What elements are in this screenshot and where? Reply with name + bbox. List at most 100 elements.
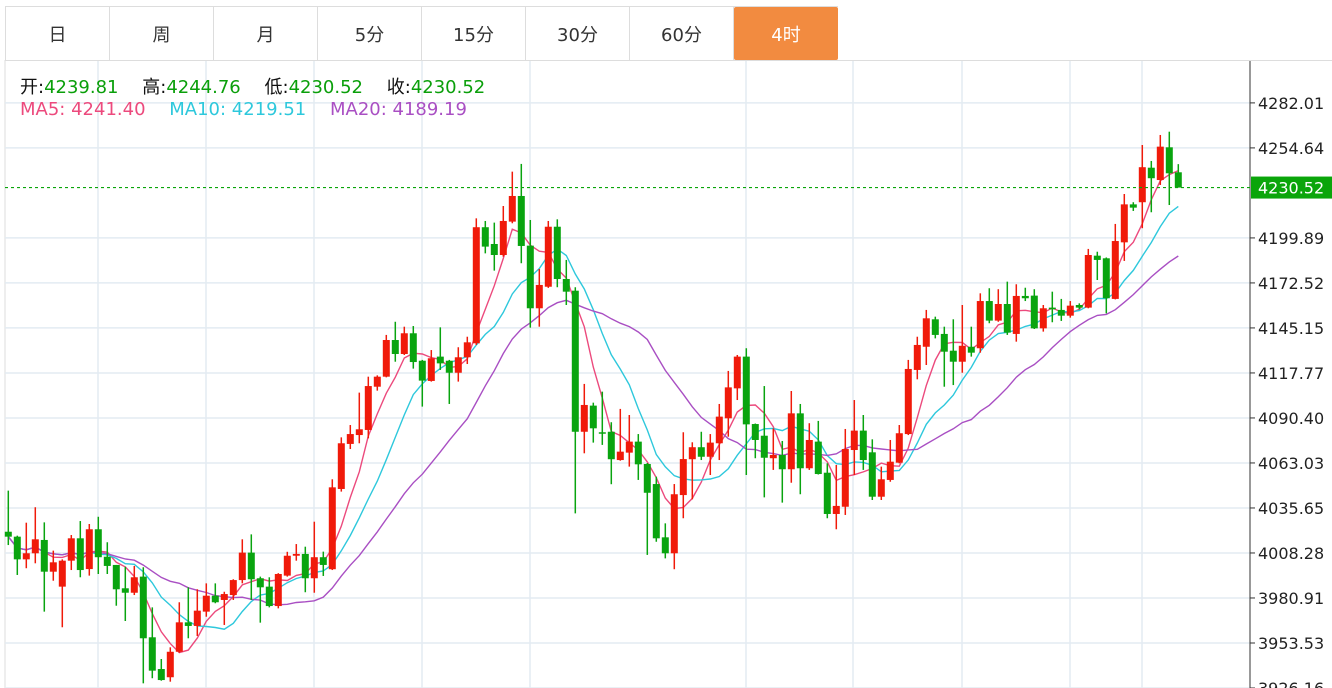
candle-body [1147,167,1155,179]
candle-body [832,505,840,514]
candle-body [814,441,822,475]
tab-week[interactable]: 周 [110,7,214,60]
candle [823,463,831,519]
candle [1012,284,1020,342]
candle [1165,131,1173,206]
candle [364,376,372,439]
candle-body [1021,295,1029,299]
candle [58,559,66,628]
candle-body [31,539,39,554]
candle-body [1048,307,1056,310]
candle-body [994,304,1002,321]
y-tick-label: 3980.91 [1258,589,1324,608]
candle [805,423,813,470]
candle-body [148,637,156,671]
candle-body [112,564,120,590]
candle-body [958,345,966,362]
candle-body [976,301,984,349]
candle-body [76,538,84,571]
candle [337,437,345,492]
candle [454,347,462,382]
candle [238,539,246,584]
candle [508,171,516,224]
period-tabs: 日 周 月 5分 15分 30分 60分 4时 [5,6,838,61]
candle-body [22,553,30,560]
candle-body [1111,241,1119,299]
tab-bar-divider [5,60,1332,61]
candle [229,579,237,600]
tab-30min[interactable]: 30分 [526,7,630,60]
candle-body [724,387,732,419]
candle [526,219,534,328]
candle-body [598,432,606,434]
candle-body [877,479,885,497]
candle [904,359,912,436]
candle [427,350,435,382]
candle-body [67,538,75,561]
candle-body [265,586,273,607]
candle-body [913,344,921,370]
candle-body [355,429,363,436]
tab-month[interactable]: 月 [214,7,318,60]
candle [841,428,849,515]
candle [1102,257,1110,314]
candle [67,535,75,571]
candle-body [292,553,300,556]
candle-body [544,226,552,287]
candle [400,326,408,355]
candle-body [427,358,435,381]
ma-legend: MA5: 4241.40 MA10: 4219.51 MA20: 4189.19 [20,99,485,120]
candle-body [436,356,444,364]
candle-body [220,594,228,600]
candle-body [382,340,390,377]
tab-15min[interactable]: 15分 [422,7,526,60]
candle-body [40,539,48,572]
ohlc-legend: 开:4239.81 高:4244.76 低:4230.52 收:4230.52 [20,73,503,99]
last-price-label: 4230.52 [1258,179,1324,198]
candle-body [1003,304,1011,333]
candle [391,321,399,362]
candle-body [1165,147,1173,174]
candle [1039,304,1047,332]
candle-body [670,494,678,554]
candle-body [535,284,543,309]
candle [742,348,750,476]
candle-body [1084,255,1092,308]
candle-body [337,443,345,489]
candle [373,375,381,391]
y-tick-label: 4090.40 [1258,409,1324,428]
tab-4hour[interactable]: 4时 [734,7,838,60]
candle-body [400,333,408,354]
candle-body [652,484,660,539]
tab-60min[interactable]: 60分 [630,7,734,60]
candle-body [310,557,318,579]
tab-day[interactable]: 日 [5,7,110,60]
tab-5min[interactable]: 5分 [318,7,422,60]
candle-body [742,356,750,425]
candle [751,423,759,459]
candle [436,327,444,370]
candle-body [985,301,993,321]
candle-body [103,556,111,566]
y-tick-label: 4008.28 [1258,544,1324,563]
candle [688,442,696,500]
candle [1066,301,1074,318]
candle-body [1057,309,1065,316]
candle [877,466,885,500]
candle-body [679,459,687,496]
candle [616,408,624,461]
candle [940,326,948,387]
y-tick-label: 4145.15 [1258,319,1324,338]
candle-body [760,435,768,458]
candle-body [859,430,867,461]
candle [769,428,777,470]
candle [409,326,417,369]
ma5-legend: MA5: 4241.40 [20,99,146,120]
candle-body [256,578,264,588]
candle [1120,194,1128,261]
candle-body [778,454,786,470]
candle [1030,289,1038,329]
candle [886,439,894,482]
candle [256,576,264,623]
